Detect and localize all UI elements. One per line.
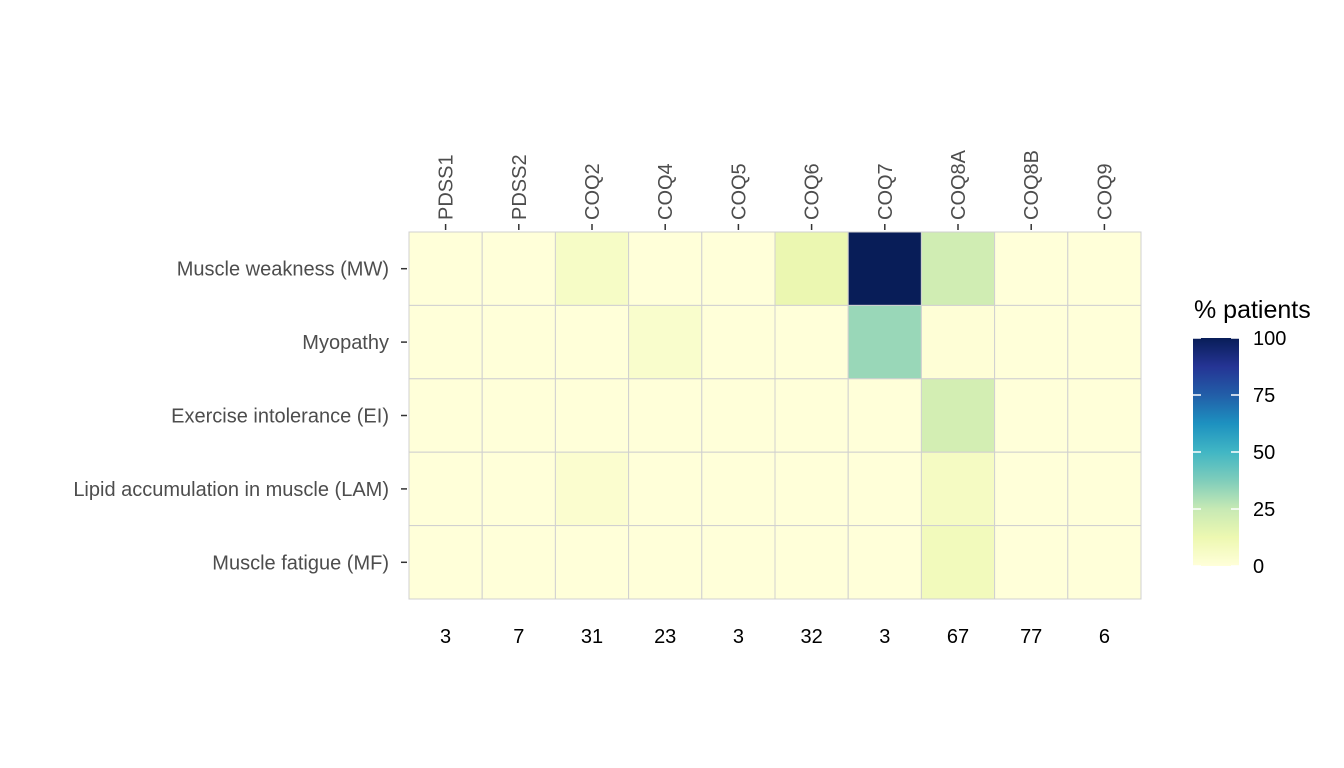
legend-tick-label: 100 xyxy=(1253,328,1286,350)
patient-count-label: 23 xyxy=(654,626,676,648)
column-label: PDSS1 xyxy=(436,154,458,220)
row-label: Exercise intolerance (EI) xyxy=(171,406,389,428)
heatmap-cell xyxy=(554,378,630,453)
patient-count-label: 3 xyxy=(879,626,890,648)
legend: % patients 0 25 50 75 100 xyxy=(1193,296,1311,578)
heatmap-cell xyxy=(1067,525,1142,600)
heatmap-cell xyxy=(554,231,630,306)
heatmap-cell xyxy=(628,378,703,453)
row-label: Muscle fatigue (MF) xyxy=(212,552,389,574)
legend-tick-label: 50 xyxy=(1253,442,1275,464)
heatmap-cell xyxy=(628,525,703,600)
heatmap-cell xyxy=(554,451,630,527)
patient-count-label: 77 xyxy=(1020,626,1042,648)
heatmap-cell xyxy=(554,525,630,600)
heatmap-cell xyxy=(994,525,1069,600)
legend-title: % patients xyxy=(1194,296,1311,324)
patient-count-label: 3 xyxy=(440,626,451,648)
heatmap-cell xyxy=(847,231,922,306)
heatmap-cell xyxy=(481,451,556,527)
column-label: COQ6 xyxy=(802,163,824,220)
heatmap-cell xyxy=(408,525,483,600)
heatmap-cell xyxy=(628,451,703,527)
patient-count-label: 32 xyxy=(800,626,822,648)
heatmap-cell xyxy=(920,304,996,380)
legend-tick-label: 75 xyxy=(1253,385,1275,407)
patient-count-label: 7 xyxy=(513,626,524,648)
heatmap-cell xyxy=(1067,304,1142,380)
patient-count-labels: 3 7 31 23 3 32 3 67 77 6 xyxy=(440,626,1110,648)
heatmap-cell xyxy=(1067,231,1142,306)
heatmap-cell xyxy=(701,304,776,380)
column-label: PDSS2 xyxy=(509,154,531,220)
heatmap-cell xyxy=(920,378,996,453)
column-label: COQ5 xyxy=(728,163,750,220)
heatmap-cell xyxy=(994,304,1069,380)
column-label: COQ8A xyxy=(948,149,970,220)
column-label: COQ7 xyxy=(875,163,897,220)
heatmap-cell xyxy=(920,451,996,527)
heatmap-cell xyxy=(847,451,922,527)
heatmap-cell xyxy=(1067,451,1142,527)
legend-tick-label: 25 xyxy=(1253,499,1275,521)
heatmap-cell xyxy=(481,525,556,600)
row-label: Muscle weakness (MW) xyxy=(177,259,389,281)
column-labels: PDSS1 PDSS2 COQ2 COQ4 COQ5 COQ6 COQ7 COQ8A COQ8B… xyxy=(436,149,1116,230)
heatmap-cell xyxy=(554,304,630,380)
legend-tick-label: 0 xyxy=(1253,556,1264,578)
row-label: Myopathy xyxy=(302,332,389,354)
legend-ticks: 0 25 50 75 100 xyxy=(1193,328,1286,578)
heatmap-cell xyxy=(994,378,1069,453)
row-label: Lipid accumulation in muscle (LAM) xyxy=(73,479,389,501)
column-label: COQ9 xyxy=(1094,163,1116,220)
heatmap-cells xyxy=(408,231,1142,600)
heatmap-cell xyxy=(481,378,556,453)
heatmap-cell xyxy=(920,231,996,306)
heatmap-cell xyxy=(481,231,556,306)
column-label: COQ8B xyxy=(1021,150,1043,220)
heatmap-cell xyxy=(701,451,776,527)
heatmap-cell xyxy=(847,304,922,380)
heatmap-cell xyxy=(994,451,1069,527)
heatmap-cell xyxy=(628,231,703,306)
heatmap-cell xyxy=(774,525,849,600)
heatmap-cell xyxy=(1067,378,1142,453)
patient-count-label: 67 xyxy=(947,626,969,648)
heatmap-cell xyxy=(701,525,776,600)
heatmap-cell xyxy=(408,378,483,453)
row-labels: Muscle weakness (MW) Myopathy Exercise int… xyxy=(73,259,407,574)
heatmap-cell xyxy=(774,231,849,306)
heatmap-cell xyxy=(408,451,483,527)
heatmap-cell xyxy=(408,231,483,306)
heatmap-cell xyxy=(774,378,849,453)
heatmap-cell xyxy=(920,525,996,600)
patient-count-label: 6 xyxy=(1099,626,1110,648)
heatmap-cell xyxy=(628,304,703,380)
patient-count-label: 31 xyxy=(581,626,603,648)
heatmap-cell xyxy=(994,231,1069,306)
heatmap-cell xyxy=(847,525,922,600)
patient-count-label: 3 xyxy=(733,626,744,648)
heatmap-cell xyxy=(408,304,483,380)
column-label: COQ2 xyxy=(582,163,604,220)
heatmap-cell xyxy=(774,304,849,380)
column-label: COQ4 xyxy=(655,163,677,220)
heatmap-cell xyxy=(481,304,556,380)
heatmap-cell xyxy=(701,231,776,306)
heatmap-cell xyxy=(847,378,922,453)
heatmap-cell xyxy=(774,451,849,527)
heatmap-cell xyxy=(701,378,776,453)
